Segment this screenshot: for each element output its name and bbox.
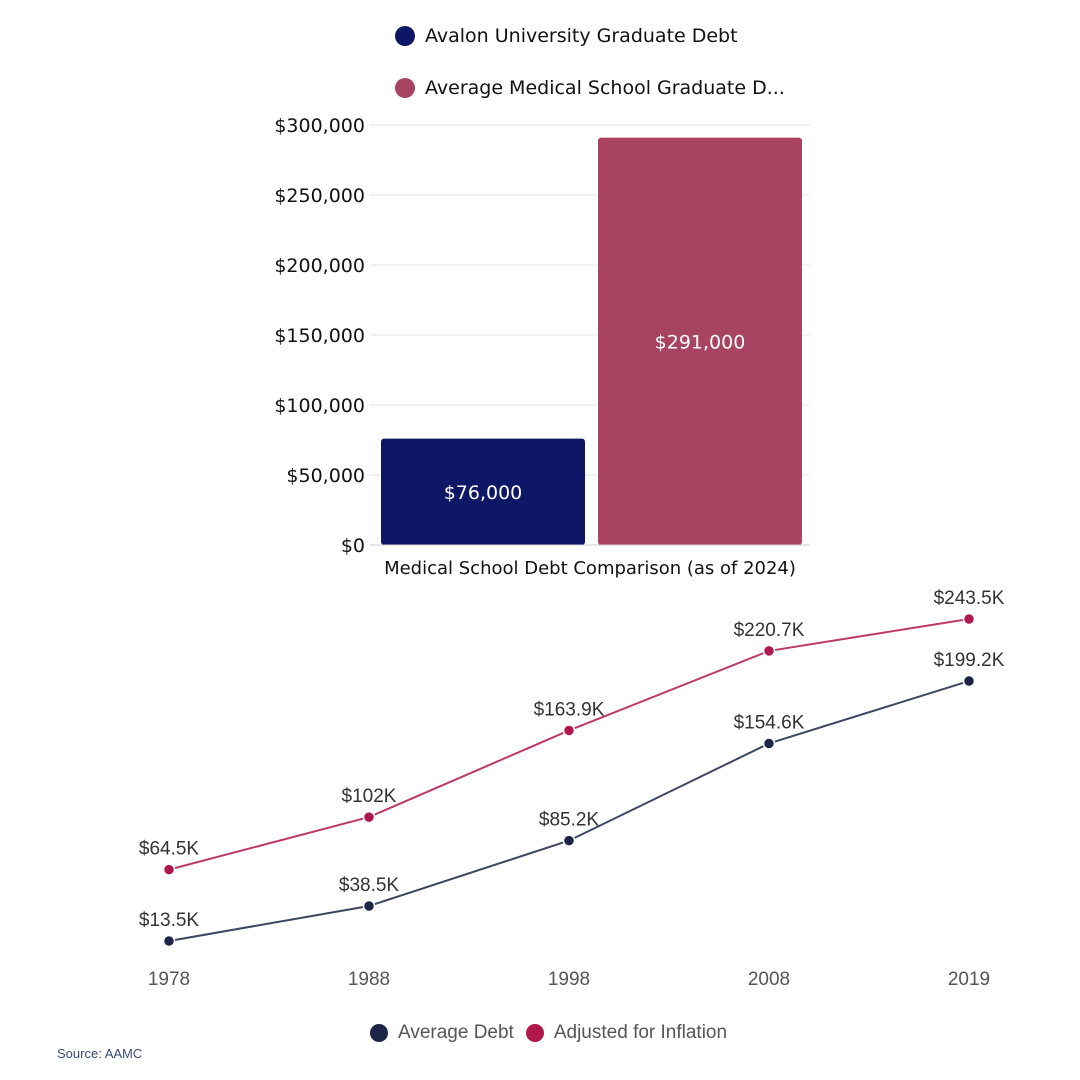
x-tick-label: 1998: [548, 969, 590, 990]
data-point: [362, 899, 376, 913]
y-tick-label: $50,000: [286, 465, 365, 487]
data-label: $199.2K: [934, 650, 1005, 671]
data-point: [962, 674, 976, 688]
data-point: [162, 863, 176, 876]
data-label: $220.7K: [734, 620, 805, 641]
data-point: [362, 810, 376, 824]
legend-item-average[interactable]: Average Medical School Graduate D...: [395, 77, 785, 99]
data-label: $102K: [342, 786, 397, 807]
legend-label: Average Debt: [398, 1022, 514, 1043]
data-point: [162, 934, 176, 948]
data-point: [562, 724, 576, 737]
bar-data-label: $76,000: [444, 482, 523, 504]
legend-swatch-icon: [395, 78, 415, 98]
bar: [381, 438, 585, 545]
data-label: $85.2K: [539, 810, 600, 831]
legend-label: Adjusted for Inflation: [553, 1022, 728, 1043]
y-tick-label: $300,000: [274, 115, 365, 137]
legend-swatch-icon: [525, 1024, 544, 1042]
bar-data-label: $291,000: [655, 331, 746, 353]
data-point: [562, 834, 576, 847]
data-label: $13.5K: [139, 910, 200, 931]
line-legend: Average Debt Adjusted for Inflation: [370, 1022, 727, 1044]
y-tick-label: $100,000: [274, 395, 365, 417]
x-tick-label: 2008: [748, 969, 790, 990]
series-line: [168, 618, 970, 871]
legend-item-avalon[interactable]: Avalon University Graduate Debt: [395, 25, 738, 47]
x-axis-label: Medical School Debt Comparison (as of 20…: [384, 558, 796, 579]
x-tick-label: 1988: [348, 969, 390, 990]
legend-swatch-icon: [370, 1024, 388, 1042]
data-point: [762, 644, 776, 658]
y-tick-label: $150,000: [274, 325, 365, 347]
data-point: [962, 612, 976, 626]
y-tick-label: $200,000: [274, 255, 365, 277]
data-label: $163.9K: [534, 699, 605, 720]
source-note: Source: AAMC: [57, 1046, 143, 1061]
legend-swatch-icon: [395, 26, 415, 46]
data-label: $154.6K: [734, 712, 805, 733]
data-point: [762, 737, 776, 750]
y-tick-label: $0: [341, 535, 365, 557]
x-tick-label: 1978: [148, 969, 190, 990]
legend-label: Average Medical School Graduate D...: [425, 77, 785, 99]
legend-label: Avalon University Graduate Debt: [425, 25, 738, 47]
data-label: $64.5K: [139, 839, 200, 860]
bar: [598, 137, 802, 545]
y-tick-label: $250,000: [274, 185, 365, 207]
data-label: $243.5K: [934, 588, 1005, 609]
x-tick-label: 2019: [948, 969, 990, 990]
data-label: $38.5K: [339, 875, 400, 896]
